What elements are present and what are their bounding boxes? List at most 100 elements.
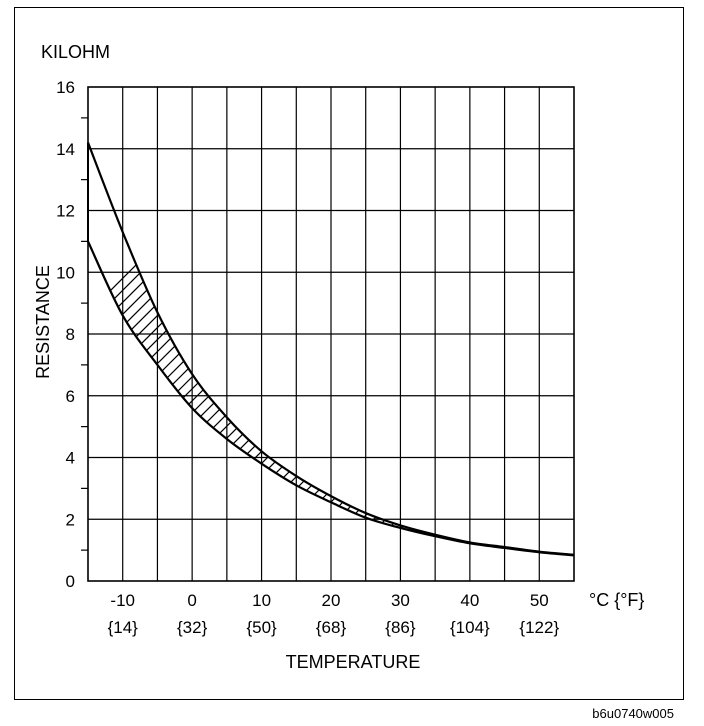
hatch-line xyxy=(99,142,574,556)
labels: KILOHM RESISTANCE TEMPERATURE °C {°F} xyxy=(33,42,644,672)
chart-grid xyxy=(88,87,574,581)
hatch-line xyxy=(700,0,704,601)
hatch-line xyxy=(676,0,704,601)
unit-label: KILOHM xyxy=(41,42,110,62)
x-tick-label-celsius: 10 xyxy=(252,591,271,610)
y-tick-label: 0 xyxy=(66,572,75,591)
hatch-line xyxy=(471,142,574,556)
hatch-line xyxy=(279,142,574,556)
x-tick-label-fahrenheit: {68} xyxy=(316,618,347,637)
hatch-line xyxy=(88,142,574,556)
hatch-line xyxy=(255,142,574,556)
y-axis-label: RESISTANCE xyxy=(33,265,53,379)
hatch-line xyxy=(628,0,704,601)
hatch-line xyxy=(399,142,574,556)
hatch-line xyxy=(195,142,574,556)
y-tick-label: 12 xyxy=(56,202,75,221)
hatch-line xyxy=(88,142,553,556)
hatch-line xyxy=(327,142,574,556)
hatch-line xyxy=(543,142,574,556)
hatch-line xyxy=(88,142,574,556)
hatch-line xyxy=(159,142,574,556)
hatch-line xyxy=(604,0,704,601)
x-tick-label-fahrenheit: {50} xyxy=(246,618,277,637)
hatch-line xyxy=(664,0,704,601)
hatch-line xyxy=(483,142,574,556)
hatch-line xyxy=(291,142,574,556)
y-tick-label: 4 xyxy=(66,449,75,468)
axes: 0 2 4 6 8 10 12 14 16 -10 {14} 0 {32} 10 {50} 20 {68} 30 {… xyxy=(56,78,575,637)
hatch-line xyxy=(88,142,457,556)
hatch-line xyxy=(339,142,574,556)
x-tick-label-celsius: 40 xyxy=(460,591,479,610)
hatch-line xyxy=(459,142,574,556)
hatch-line xyxy=(88,142,574,556)
hatch-line xyxy=(519,142,574,556)
hatch-line xyxy=(171,142,574,556)
hatch-line xyxy=(135,142,574,556)
x-tick-label-fahrenheit: {86} xyxy=(385,618,416,637)
hatch-line xyxy=(88,142,505,556)
hatch-line xyxy=(652,0,704,601)
x-tick-label-celsius: 50 xyxy=(530,591,549,610)
hatch-line xyxy=(88,142,445,556)
hatch-line xyxy=(88,142,574,556)
hatch-line xyxy=(640,0,704,601)
x-tick-label-fahrenheit: {122} xyxy=(519,618,559,637)
y-tick-label: 8 xyxy=(66,325,75,344)
y-tick-label: 10 xyxy=(56,263,75,282)
hatch-line xyxy=(688,0,704,601)
hatch-line xyxy=(411,142,574,556)
plot-border xyxy=(87,86,575,582)
hatch-line xyxy=(88,142,541,556)
hatch-line xyxy=(88,142,574,556)
x-tick-label-fahrenheit: {14} xyxy=(108,618,139,637)
hatch-line xyxy=(88,142,565,556)
hatch-line xyxy=(580,0,704,601)
hatch-line xyxy=(267,142,574,556)
hatch-line xyxy=(592,0,704,601)
hatch-line xyxy=(207,142,574,556)
hatch-line xyxy=(555,142,574,556)
figure-id: b6u0740w005 xyxy=(592,706,674,721)
hatch-line xyxy=(375,142,574,556)
hatch-line xyxy=(123,142,574,556)
series-line-lower xyxy=(87,240,575,557)
x-tick-label-celsius: -10 xyxy=(110,591,135,610)
hatch-line xyxy=(147,142,574,556)
hatch-line xyxy=(88,142,529,556)
y-tick-label: 14 xyxy=(56,140,75,159)
hatch-line xyxy=(88,142,517,556)
y-tick-label: 2 xyxy=(66,510,75,529)
hatch-line xyxy=(231,142,574,556)
x-tick-label-celsius: 30 xyxy=(391,591,410,610)
hatch-line xyxy=(88,142,574,556)
hatch-line xyxy=(351,142,574,556)
hatch-line xyxy=(435,142,574,556)
hatch-line xyxy=(447,142,574,556)
hatch-line xyxy=(88,142,433,556)
hatch-line xyxy=(243,142,574,556)
x-unit-label: °C {°F} xyxy=(589,590,644,610)
hatch-line xyxy=(363,142,574,556)
hatch-line xyxy=(495,142,574,556)
x-axis-label: TEMPERATURE xyxy=(286,652,421,672)
hatch-line xyxy=(88,142,574,556)
hatch-line xyxy=(616,0,704,601)
hatch-line xyxy=(423,142,574,556)
y-tick-label: 6 xyxy=(66,387,75,406)
x-tick-label-fahrenheit: {32} xyxy=(177,618,208,637)
figure-frame xyxy=(14,7,684,700)
hatch-line xyxy=(219,142,574,556)
x-tick-label-celsius: 0 xyxy=(187,591,196,610)
hatch-line xyxy=(507,142,574,556)
hatch-line xyxy=(567,142,574,556)
y-tick-label: 16 xyxy=(56,78,75,97)
hatch-line xyxy=(111,142,574,556)
hatch-line xyxy=(88,142,574,556)
hatch-line xyxy=(531,142,574,556)
x-tick-label-celsius: 20 xyxy=(322,591,341,610)
hatch-line xyxy=(315,142,574,556)
x-tick-label-fahrenheit: {104} xyxy=(450,618,490,637)
